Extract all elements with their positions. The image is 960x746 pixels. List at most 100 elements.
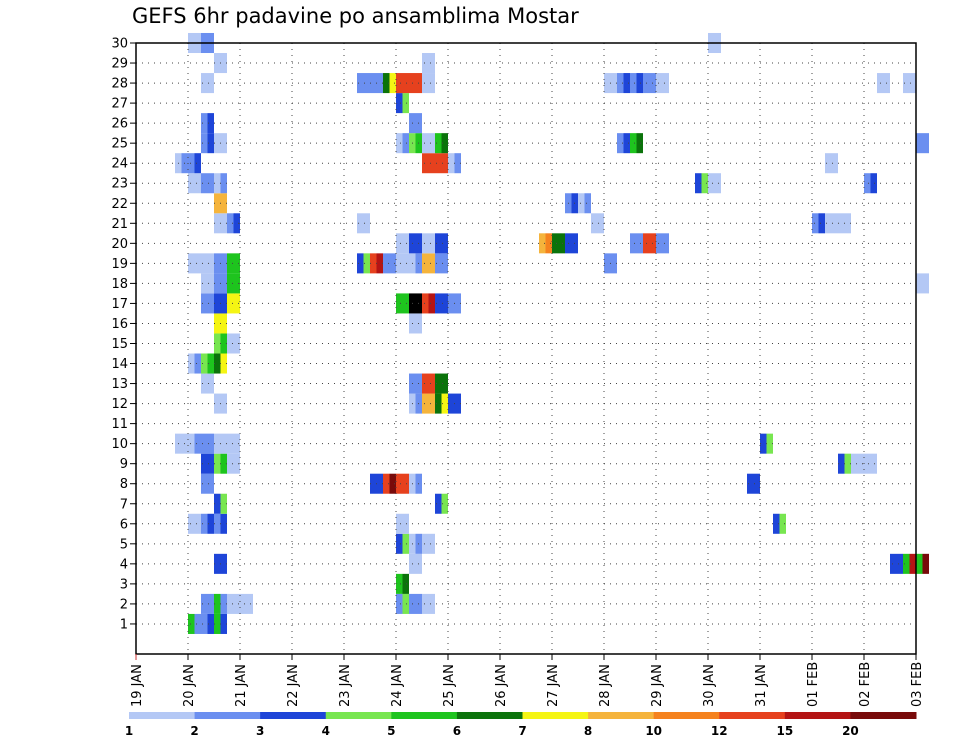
- x-tick-label: 21 JAN: [234, 664, 249, 707]
- legend-label: 4: [322, 724, 330, 738]
- precip-cell: [201, 473, 208, 494]
- precip-cell: [597, 213, 604, 234]
- y-tick-label: 22: [111, 197, 128, 212]
- y-tick-label: 24: [111, 157, 128, 172]
- y-tick-label: 23: [111, 177, 128, 192]
- precip-cell: [396, 293, 403, 314]
- y-tick-label: 10: [111, 437, 128, 452]
- precip-cell: [227, 333, 234, 354]
- precip-cell: [233, 433, 240, 454]
- precip-cell: [435, 253, 442, 274]
- precip-cell: [214, 553, 221, 574]
- precip-cell: [207, 453, 214, 474]
- precip-cell: [214, 613, 221, 634]
- precip-cell: [428, 53, 435, 74]
- legend-swatch: [194, 712, 261, 719]
- precip-cell: [220, 53, 227, 74]
- precip-cell: [214, 433, 221, 454]
- precip-cell: [422, 233, 429, 254]
- precip-cell: [214, 393, 221, 414]
- precip-cell: [201, 293, 208, 314]
- precip-cell: [207, 353, 214, 374]
- precip-cell: [201, 113, 208, 134]
- x-tick-label: 25 JAN: [442, 664, 457, 707]
- precip-cell: [201, 453, 208, 474]
- precip-cell: [441, 373, 448, 394]
- precip-cell: [207, 273, 214, 294]
- precip-cell: [220, 193, 227, 214]
- y-tick-label: 3: [120, 577, 128, 592]
- precip-cell: [207, 593, 214, 614]
- precip-cell: [220, 293, 227, 314]
- precip-cell: [220, 213, 227, 234]
- y-tick-label: 20: [111, 237, 128, 252]
- precip-cell: [422, 133, 429, 154]
- legend-swatch: [325, 712, 392, 719]
- precip-cell: [812, 213, 819, 234]
- x-tick-label: 31 JAN: [754, 664, 769, 707]
- precip-cell: [207, 373, 214, 394]
- precip-cell: [402, 573, 409, 594]
- precip-cell: [448, 393, 455, 414]
- precip-cell: [214, 513, 221, 534]
- precip-cell: [396, 573, 403, 594]
- precip-cell: [220, 453, 227, 474]
- precip-cell: [207, 513, 214, 534]
- precip-cell: [656, 233, 663, 254]
- precip-cell: [220, 253, 227, 274]
- precip-cell: [383, 73, 390, 94]
- y-tick-label: 12: [111, 397, 128, 412]
- precip-cell: [558, 233, 565, 254]
- y-tick-label: 2: [120, 597, 128, 612]
- precip-cell: [630, 73, 637, 94]
- y-tick-label: 15: [111, 337, 128, 352]
- precip-cell: [233, 273, 240, 294]
- precip-cell: [662, 233, 669, 254]
- precip-cell: [916, 133, 923, 154]
- precip-cell: [396, 473, 403, 494]
- precip-cell: [630, 233, 637, 254]
- precip-cell: [539, 233, 546, 254]
- precip-cell: [396, 253, 403, 274]
- x-tick-label: 20 JAN: [182, 664, 197, 707]
- precip-cell: [396, 73, 403, 94]
- y-tick-label: 26: [111, 117, 128, 132]
- precip-cell: [604, 253, 611, 274]
- precip-cell: [233, 293, 240, 314]
- precip-cell: [779, 513, 786, 534]
- legend-swatch: [850, 712, 917, 719]
- precip-cell: [857, 453, 864, 474]
- legend-label: 2: [190, 724, 198, 738]
- precip-cell: [916, 273, 923, 294]
- precip-cell: [220, 313, 227, 334]
- precip-cell: [753, 473, 760, 494]
- y-tick-label: 14: [111, 357, 128, 372]
- precip-cell: [233, 213, 240, 234]
- precip-cell: [220, 593, 227, 614]
- precip-cell: [422, 593, 429, 614]
- precip-cell: [188, 173, 195, 194]
- precip-cell: [428, 233, 435, 254]
- legend-swatch: [588, 712, 655, 719]
- legend-swatch: [522, 712, 589, 719]
- precip-cell: [422, 373, 429, 394]
- precip-cell: [402, 133, 409, 154]
- precip-cell: [428, 293, 435, 314]
- precip-cell: [708, 173, 715, 194]
- precip-cell: [441, 233, 448, 254]
- precip-cell: [220, 333, 227, 354]
- precip-cell: [214, 273, 221, 294]
- precip-cell: [201, 433, 208, 454]
- precip-cell: [402, 93, 409, 114]
- legend-swatch: [391, 712, 458, 719]
- precip-cell: [448, 293, 455, 314]
- precip-cell: [435, 393, 442, 414]
- precip-cell: [402, 253, 409, 274]
- precip-cell: [428, 73, 435, 94]
- precip-cell: [201, 593, 208, 614]
- precip-cell: [220, 133, 227, 154]
- precip-cell: [435, 133, 442, 154]
- precip-cell: [922, 553, 929, 574]
- legend-swatch: [784, 712, 851, 719]
